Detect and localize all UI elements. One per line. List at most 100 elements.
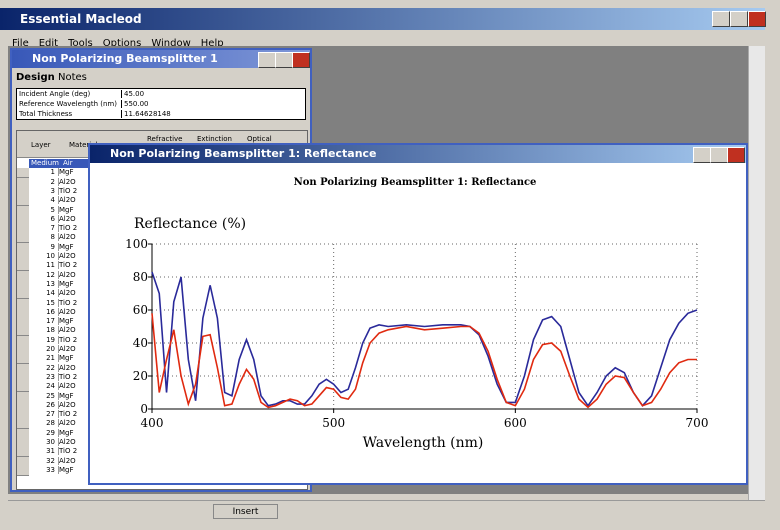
design-title-bar: Non Polarizing Beamsplitter 1 — [12, 50, 310, 68]
maximize[interactable] — [730, 11, 748, 27]
tab[interactable]: Design — [16, 72, 55, 83]
layer-material: Al2O — [58, 326, 79, 335]
y-tick-label: 40 — [133, 336, 148, 350]
layer-material: Al2O — [58, 196, 79, 205]
series-line — [151, 313, 697, 409]
layer-number: 4 — [50, 196, 55, 205]
layer-material: TiO 2 — [58, 224, 78, 233]
layer-number: 24 — [46, 382, 55, 391]
layer-material: Al2O — [58, 307, 79, 316]
layer-number: 9 — [50, 242, 55, 251]
layer-number: 30 — [46, 438, 55, 446]
menu-item[interactable]: Window — [151, 38, 191, 49]
tab[interactable]: Notes — [58, 72, 87, 83]
minimize[interactable] — [693, 147, 711, 163]
layer-number: 25 — [46, 391, 55, 400]
layer-material: Al2O — [58, 456, 79, 465]
layer-material: TiO 2 — [58, 372, 78, 381]
layer-number: 18 — [46, 326, 55, 335]
layer-number: 26 — [46, 400, 55, 409]
layer-number: 15 — [46, 298, 55, 307]
layer-number: 13 — [46, 279, 55, 288]
layer-number: 14 — [46, 289, 55, 298]
layer-material: MgF — [58, 465, 79, 474]
y-tick-label: 0 — [140, 402, 148, 416]
layer-number: 1 — [50, 168, 55, 177]
chart-title: Non Polarizing Beamsplitter 1: Reflectan… — [294, 177, 537, 188]
menu-item[interactable]: Tools — [68, 38, 93, 49]
layer-material: TiO 2 — [58, 298, 78, 307]
app-title-bar: Essential Macleod — [0, 8, 766, 30]
field-value: 550.00 — [121, 100, 149, 108]
layer-number: 23 — [46, 372, 55, 381]
layer-material: MgF — [58, 391, 79, 400]
layer-material: Al2O — [58, 400, 79, 409]
layer-number: 28 — [46, 419, 55, 428]
menu-item[interactable]: Help — [200, 38, 224, 49]
layer-material: Al2O — [58, 419, 79, 428]
cell: Air — [63, 159, 73, 167]
y-tick-label: 20 — [133, 369, 148, 383]
layer-material: Al2O — [58, 270, 79, 279]
field-value: 11.64628148 — [121, 110, 171, 118]
app-title: Essential Macleod — [20, 12, 142, 26]
maximize[interactable] — [710, 147, 728, 163]
fields: Incident Angle (deg) 45.00 Reference Wavel… — [16, 88, 306, 120]
layer-number: 29 — [46, 428, 55, 437]
menu-item[interactable]: Options — [102, 38, 142, 49]
layer-material: Al2O — [58, 382, 79, 391]
menu-item[interactable]: File — [12, 38, 29, 49]
layer-material: Al2O — [58, 289, 79, 298]
layer-number: 22 — [46, 363, 55, 372]
layer-material: Al2O — [58, 177, 79, 186]
layer-material: MgF — [58, 168, 79, 177]
x-tick-label: 400 — [141, 416, 164, 430]
layer-number: 5 — [50, 205, 55, 214]
layer-material: MgF — [58, 205, 79, 214]
layer-number: 27 — [46, 410, 55, 419]
layer-number: 12 — [46, 270, 55, 279]
layer-material: TiO 2 — [58, 186, 78, 195]
layer-number: 33 — [46, 465, 55, 474]
layer-number: 11 — [46, 261, 55, 270]
field-value: 45.00 — [121, 90, 144, 98]
layer-material: TiO 2 — [58, 261, 78, 270]
x-axis-label: Wavelength (nm) — [363, 435, 484, 451]
menu-item[interactable]: Edit — [38, 38, 59, 49]
layer-number: 2 — [50, 177, 55, 186]
row-header — [17, 465, 29, 476]
layer-number: 7 — [50, 224, 55, 233]
layer-material: MgF — [58, 279, 79, 288]
layer-number: 3 — [50, 186, 55, 195]
layer-material: Al2O — [58, 252, 79, 260]
close[interactable] — [748, 11, 766, 27]
layer-material: Al2O — [58, 345, 79, 353]
series-line — [151, 271, 698, 408]
layer-material: MgF — [58, 242, 79, 251]
layer-material: TiO 2 — [58, 335, 78, 344]
y-axis-label: Reflectance (%) — [134, 216, 246, 232]
scrollbar[interactable] — [748, 46, 765, 500]
x-tick-label: 600 — [504, 416, 527, 430]
layer-number: 16 — [46, 307, 55, 316]
layer-material: TiO 2 — [58, 447, 78, 456]
layer-number: 20 — [46, 345, 55, 353]
close[interactable] — [292, 52, 310, 68]
layer-material: MgF — [58, 317, 79, 326]
field-label: Incident Angle (deg) — [19, 90, 91, 98]
menu-bar: File Edit Tools Options Window Help — [12, 31, 752, 49]
y-tick-label: 60 — [133, 303, 148, 317]
layer-number: 6 — [50, 214, 55, 223]
design-title: Non Polarizing Beamsplitter 1 — [32, 52, 218, 65]
status-bar: Insert — [8, 500, 765, 520]
maximize[interactable] — [275, 52, 293, 68]
minimize[interactable] — [258, 52, 276, 68]
layer-number: 31 — [46, 447, 55, 456]
plot-window: Non Polarizing Beamsplitter 1: Reflectan… — [88, 143, 748, 485]
minimize[interactable] — [712, 11, 730, 27]
layer-material: MgF — [58, 354, 79, 363]
close[interactable] — [727, 147, 745, 163]
layer-material: Al2O — [58, 438, 79, 446]
x-tick-label: 500 — [322, 416, 345, 430]
